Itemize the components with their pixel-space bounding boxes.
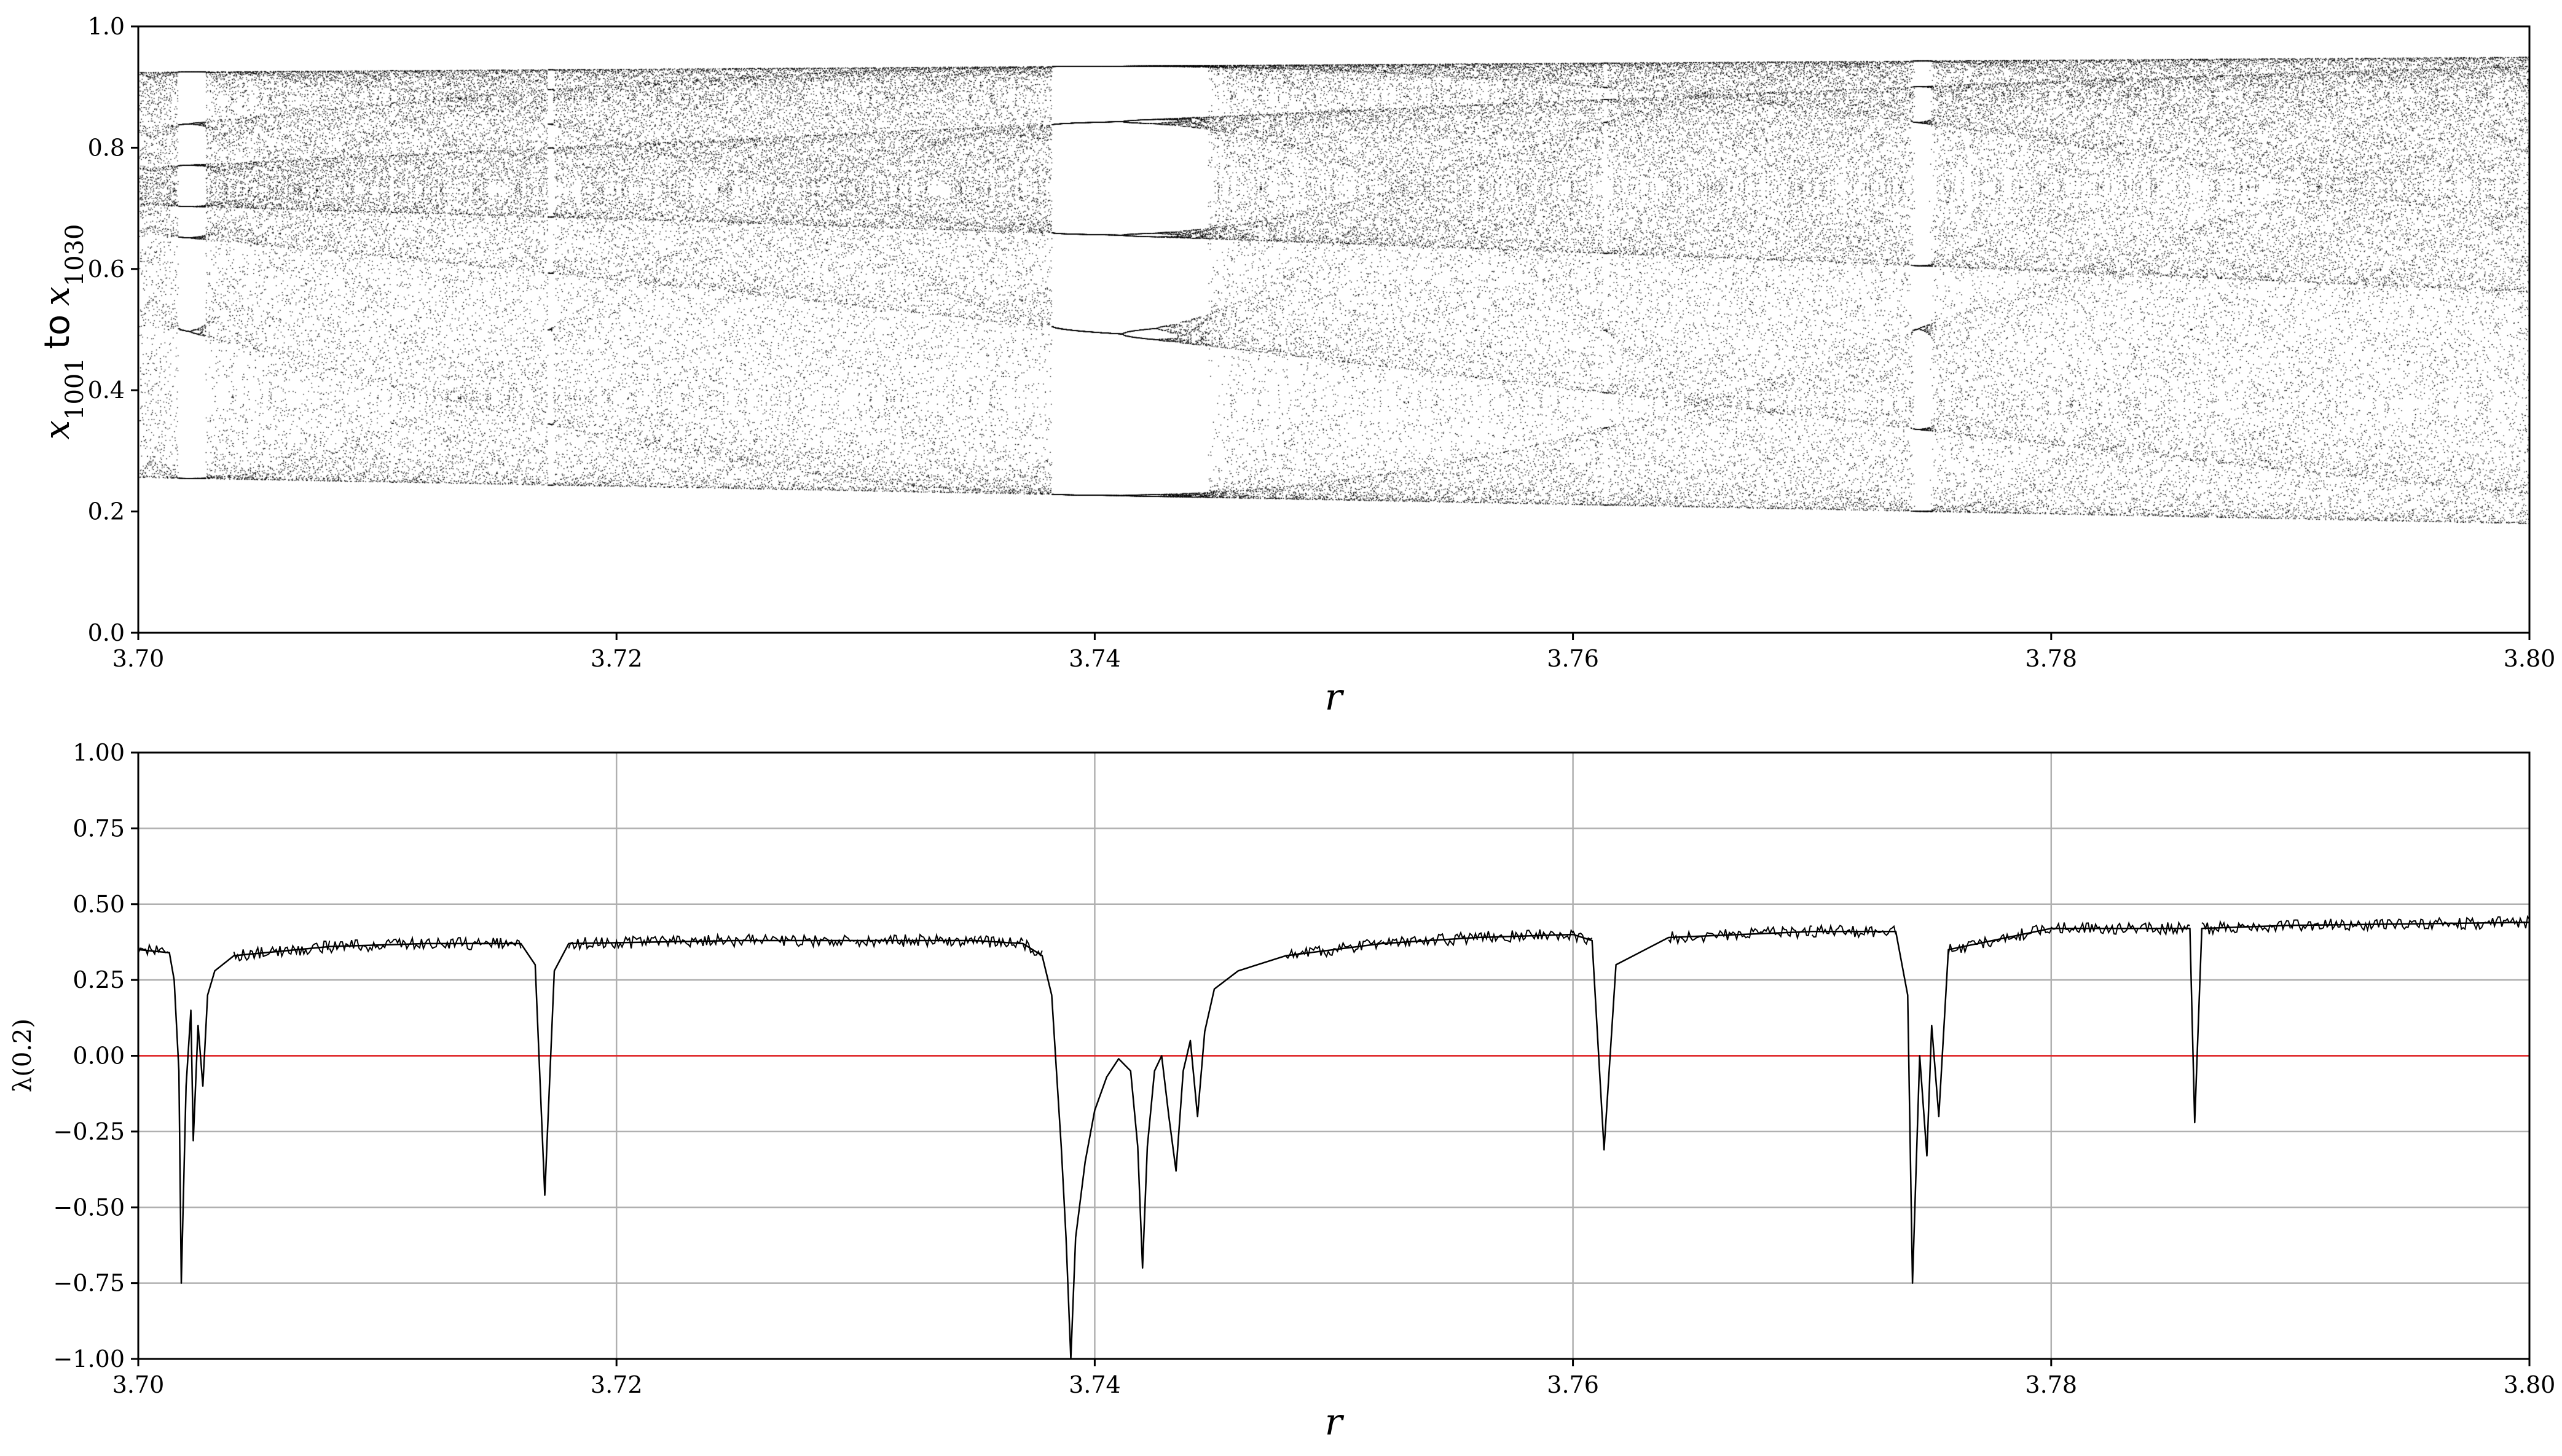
lyapunov-y-axis: −1.00 −0.75 −0.50 −0.25 0.00 0.25 0.50 0.75 1.00 [53, 739, 138, 1372]
lyapunov-y-tick-label: −0.25 [53, 1118, 125, 1145]
bifurcation-y-tick-label: 0.8 [88, 134, 125, 161]
bifurcation-y-label-sub-start: 1001 [61, 358, 89, 420]
bifurcation-plot: 3.70 3.72 3.74 3.76 3.78 3.80 0.0 0.2 0.4 0.6 0.8… [37, 13, 2555, 719]
lyapunov-line [138, 922, 2529, 1359]
lyapunov-noise-band [138, 917, 2529, 961]
bifurcation-y-tick-label: 0.4 [88, 377, 125, 404]
lyapunov-x-tick-label: 3.76 [1547, 1371, 1599, 1398]
bifurcation-scatter-image [138, 26, 2529, 633]
bifurcation-y-tick-label: 1.0 [88, 13, 125, 40]
lyapunov-x-axis: 3.70 3.72 3.74 3.76 3.78 3.80 [112, 1359, 2556, 1398]
lyapunov-y-label: λ(0.2) [9, 1019, 37, 1092]
lyapunov-y-tick-label: 0.25 [73, 966, 125, 993]
lyapunov-x-tick-label: 3.78 [2025, 1371, 2077, 1398]
lyapunov-y-tick-label: 0.00 [73, 1043, 125, 1070]
lyapunov-x-tick-label: 3.70 [112, 1371, 165, 1398]
bifurcation-y-tick-label: 0.2 [88, 498, 125, 525]
bifurcation-y-axis: 0.0 0.2 0.4 0.6 0.8 1.0 [88, 13, 138, 646]
lyapunov-plot: 3.70 3.72 3.74 3.76 3.78 3.80 −1.00 −0.75 −0.50… [9, 739, 2555, 1444]
bifurcation-x-tick-label: 3.76 [1547, 645, 1599, 672]
lyapunov-y-tick-label: 0.75 [73, 815, 125, 842]
bifurcation-x-label: r [1325, 676, 1345, 719]
lyapunov-x-tick-label: 3.74 [1069, 1371, 1121, 1398]
lyapunov-x-tick-label: 3.72 [591, 1371, 643, 1398]
bifurcation-x-tick-label: 3.70 [112, 645, 165, 672]
lyapunov-y-tick-label: −0.75 [53, 1270, 125, 1297]
bifurcation-y-label-sub-end: 1030 [61, 224, 89, 287]
lyapunov-y-tick-label: −1.00 [53, 1345, 125, 1372]
lyapunov-noise [138, 917, 2529, 961]
bifurcation-x-tick-label: 3.72 [591, 645, 643, 672]
lyapunov-x-tick-label: 3.80 [2504, 1371, 2556, 1398]
lyapunov-x-label: r [1325, 1401, 1345, 1444]
bifurcation-y-tick-label: 0.6 [88, 256, 125, 283]
bifurcation-y-label-base-2: x [37, 286, 77, 306]
lyapunov-y-tick-label: −0.50 [53, 1194, 125, 1221]
bifurcation-x-tick-label: 3.74 [1069, 645, 1121, 672]
lyapunov-y-tick-label: 0.50 [73, 891, 125, 918]
lyapunov-y-tick-label: 1.00 [73, 739, 125, 766]
bifurcation-x-axis: 3.70 3.72 3.74 3.76 3.78 3.80 [112, 633, 2556, 672]
bifurcation-points [138, 26, 2529, 633]
bifurcation-y-label-base: x [37, 420, 77, 440]
bifurcation-x-tick-label: 3.80 [2504, 645, 2556, 672]
bifurcation-y-tick-label: 0.0 [88, 619, 125, 646]
bifurcation-x-tick-label: 3.78 [2025, 645, 2077, 672]
bifurcation-y-label-connector: to [37, 315, 77, 349]
bifurcation-y-label: x1001tox1030 [37, 224, 89, 440]
